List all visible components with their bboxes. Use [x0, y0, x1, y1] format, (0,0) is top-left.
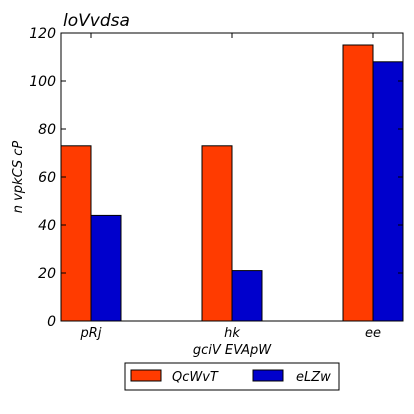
y-tick-label: 60: [38, 170, 56, 186]
y-tick-label: 100: [29, 74, 56, 90]
y-tick-label: 20: [38, 266, 56, 282]
bar-QcWvT-pRj: [60, 145, 92, 322]
legend: QcWvT eLZw: [124, 362, 340, 391]
legend-swatch-series-1: [130, 369, 162, 382]
y-tick-label: 0: [47, 314, 56, 330]
legend-swatch-series-2: [252, 369, 284, 382]
bar-eLZw-pRj: [90, 214, 122, 322]
y-tick-label: 40: [38, 218, 56, 234]
x-tick-label: ee: [365, 326, 381, 341]
x-ticks-group: pRj hk ee: [80, 33, 381, 341]
legend-label-series-1: QcWvT: [172, 370, 219, 385]
y-ticks-group: 0 20 40 60 80 100 120: [29, 26, 403, 330]
y-axis-label: n vpkCS cP: [11, 141, 26, 214]
chart-title: loVvdsa: [63, 11, 130, 31]
bar-QcWvT-ee: [342, 44, 374, 322]
y-tick-label: 120: [29, 26, 56, 42]
bar-eLZw-hk: [231, 270, 263, 322]
bar-QcWvT-hk: [201, 145, 233, 322]
plot-frame: [60, 32, 404, 322]
bar-eLZw-ee: [372, 61, 404, 322]
legend-label-series-2: eLZw: [296, 370, 331, 385]
x-tick-label: hk: [224, 326, 240, 341]
x-tick-label: pRj: [80, 326, 102, 341]
x-axis-label: gciV EVApW: [193, 343, 272, 358]
bars-group: [60, 44, 404, 322]
y-tick-label: 80: [38, 122, 56, 138]
